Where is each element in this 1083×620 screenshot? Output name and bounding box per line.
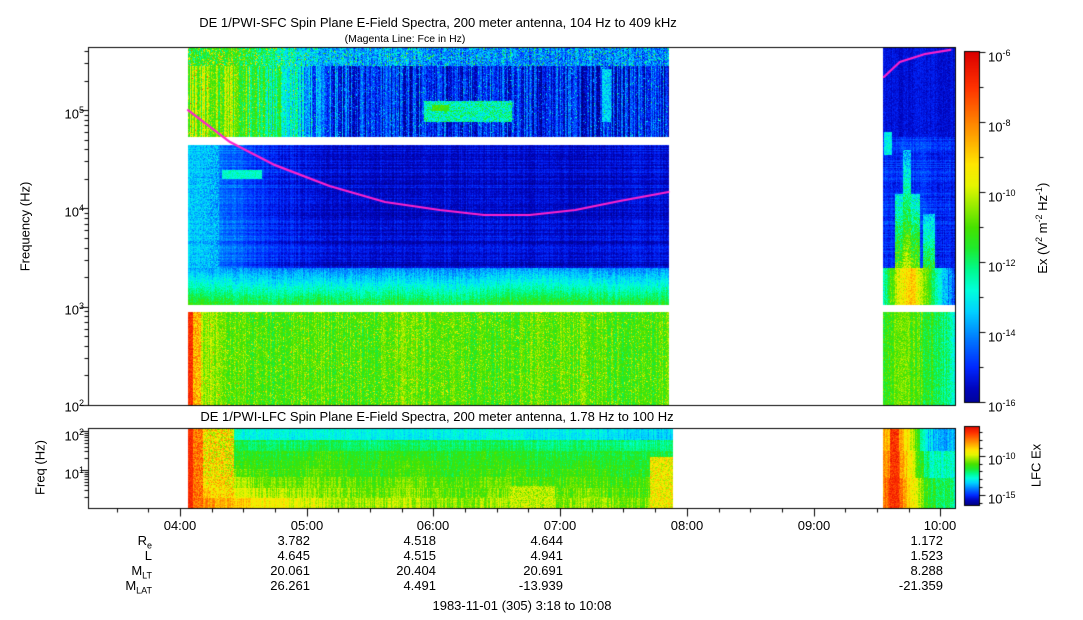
sfc-cbar-tick-5: 10-14 [988,328,1016,345]
lfc-ytick-1e2: 102 [64,427,84,444]
time-label-0500: 05:00 [290,518,324,533]
ephem-value: 4.518 [403,533,436,548]
ephem-value: 20.404 [396,563,436,578]
lfc-y-axis-label: Freq (Hz) [32,440,48,495]
sfc-cbar-tick-1: 10-6 [988,48,1011,65]
time-label-0600: 06:00 [416,518,450,533]
ephem-value: -21.359 [898,578,943,593]
lfc-title: DE 1/PWI-LFC Spin Plane E-Field Spectra,… [200,409,674,424]
time-label-0900: 09:00 [797,518,831,533]
ephem-value: 20.061 [270,563,310,578]
sfc-cbar-tick-6: 10-16 [988,398,1016,415]
sfc-ytick-1e4: 104 [64,203,84,220]
ephem-value: -13.939 [518,578,563,593]
lfc-ytick-1e1: 101 [64,465,84,482]
ephem-value: 1.523 [910,548,943,563]
sfc-cbar-tick-4: 10-12 [988,258,1016,275]
ephem-row-label-mlt: MLT [131,563,152,581]
ephem-row-label-mlat: MLAT [125,578,152,596]
lfc-cbar-axis-label: LFC Ex [1028,443,1044,488]
ephem-value: 8.288 [910,563,943,578]
ephem-row-label-l: L [144,548,152,563]
sfc-y-axis-label: Frequency (Hz) [17,181,33,272]
lfc-cbar-tick-2: 10-15 [988,490,1016,507]
sfc-cbar-axis-label: Ex (V2 m-2 Hz-1) [1033,182,1051,274]
ephem-value: 4.491 [403,578,436,593]
ephem-value: 1.172 [910,533,943,548]
time-label-0700: 07:00 [543,518,577,533]
time-label-1000: 10:00 [923,518,957,533]
lfc-cbar-tick-1: 10-10 [988,451,1016,468]
ephem-value: 4.645 [277,548,310,563]
ephem-value: 4.644 [530,533,563,548]
time-label-0800: 08:00 [670,518,704,533]
ephem-value: 4.515 [403,548,436,563]
sfc-ytick-1e2: 102 [64,398,84,415]
time-label-0400: 04:00 [163,518,197,533]
sfc-cbar-tick-2: 10-8 [988,118,1011,135]
sfc-subtitle: (Magenta Line: Fce in Hz) [344,33,466,45]
ephem-value: 3.782 [277,533,310,548]
sfc-cbar-tick-3: 10-10 [988,188,1016,205]
ephem-value: 20.691 [523,563,563,578]
ephem-value: 4.941 [530,548,563,563]
sfc-ytick-1e5: 105 [64,105,84,122]
sfc-title: DE 1/PWI-SFC Spin Plane E-Field Spectra,… [199,15,677,30]
ephem-row-label-re: Re [137,533,152,551]
sfc-ytick-1e3: 103 [64,301,84,318]
date-range-footer: 1983-11-01 (305) 3:18 to 10:08 [432,598,612,613]
ephem-value: 26.261 [270,578,310,593]
